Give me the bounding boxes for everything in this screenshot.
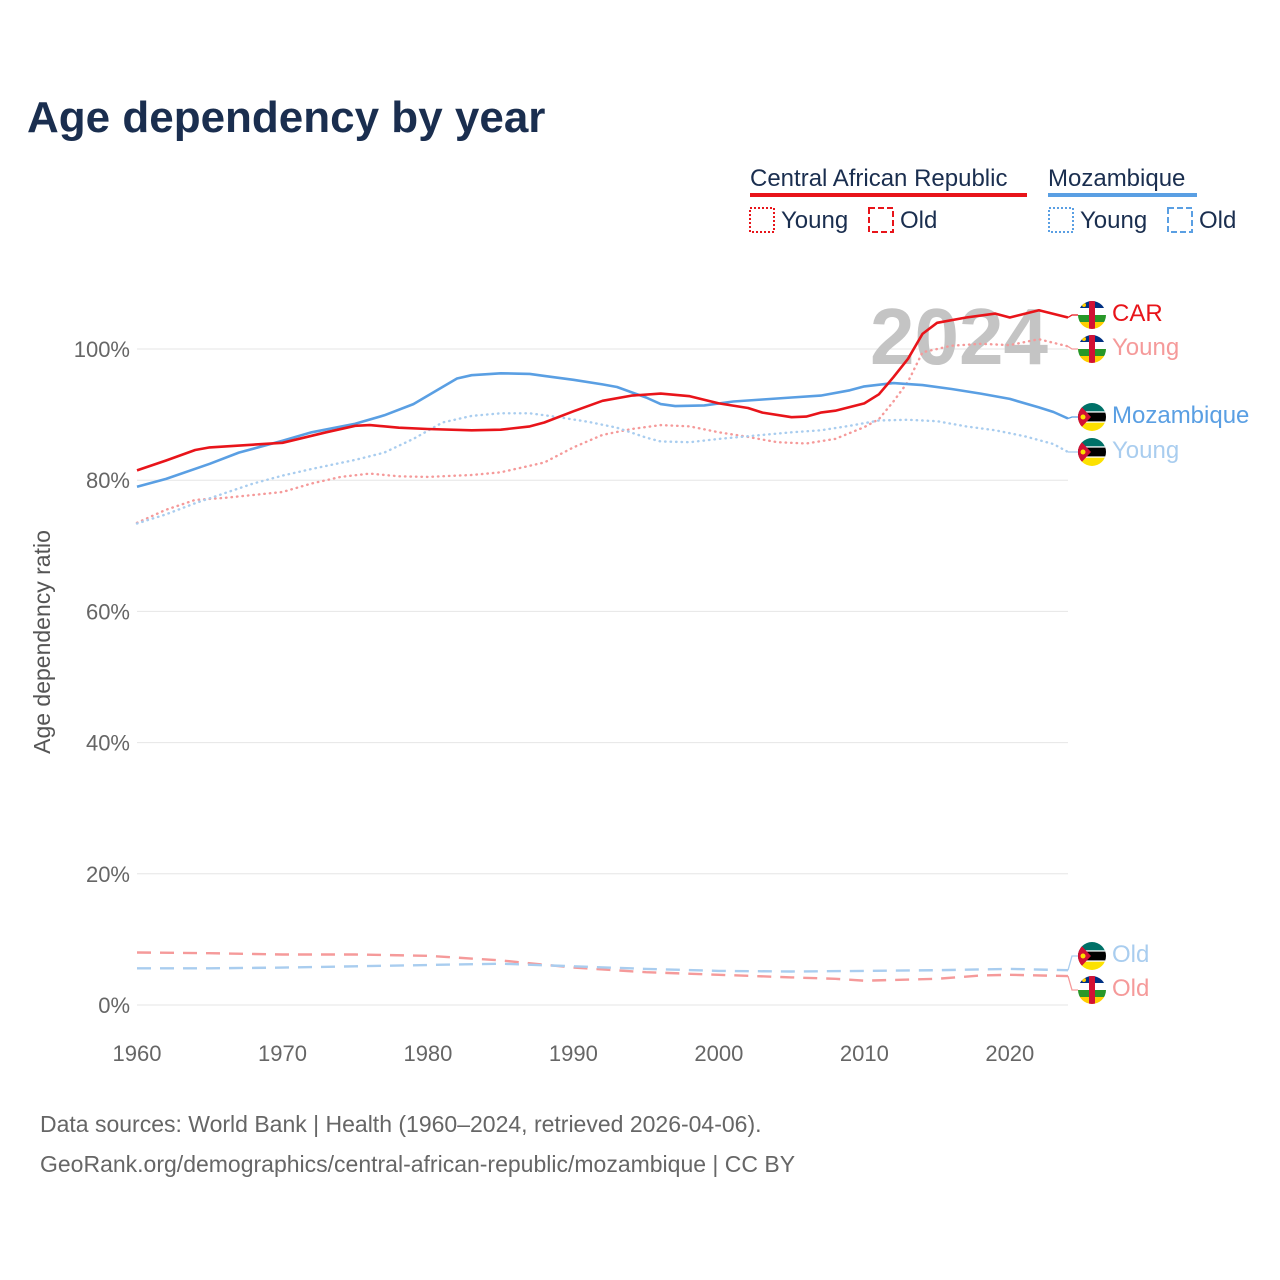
connector-moz-total [1067, 416, 1080, 420]
connector-car-old [1067, 975, 1080, 991]
x-axis-ticks: 1960 1970 1980 1990 2000 2010 2020 [113, 1041, 1035, 1066]
legend-moz-young-swatch [1048, 207, 1074, 233]
source-line-1: Data sources: World Bank | Health (1960–… [40, 1111, 762, 1137]
legend-moz-name: Mozambique [1048, 165, 1185, 192]
legend-car-name: Central African Republic [750, 165, 1007, 192]
series-line-moz-young [135, 412, 1070, 525]
y-axis-label: Age dependency ratio [29, 530, 55, 754]
x-tick-label: 1980 [403, 1041, 452, 1066]
y-axis-ticks: 0% 20% 40% 60% 80% 100% [74, 337, 130, 1018]
central-african-republic-flag-icon [1078, 301, 1106, 329]
end-label-car-young-text: Young [1112, 334, 1179, 361]
legend-moz-old-label: Old [1199, 207, 1236, 234]
series-line-car-total [136, 309, 1069, 472]
central-african-republic-flag-icon [1078, 335, 1106, 363]
legend-car-young-swatch [749, 207, 775, 233]
mozambique-flag-icon [1078, 438, 1106, 466]
x-tick-label: 1970 [258, 1041, 307, 1066]
y-tick-label: 40% [86, 731, 130, 756]
mozambique-flag-icon [1078, 942, 1106, 970]
legend-car-old-swatch [868, 207, 894, 233]
legend-moz-old-swatch [1167, 207, 1193, 233]
end-label-car-total: CAR [1078, 300, 1163, 329]
end-label-connectors [1067, 314, 1080, 991]
end-label-moz-old-text: Old [1112, 941, 1149, 968]
central-african-republic-flag-icon [1078, 976, 1106, 1004]
end-label-moz-total-text: Mozambique [1112, 402, 1249, 429]
end-labels: CAR Young Mozambique Young Old Old [1078, 300, 1249, 1004]
end-label-car-old-text: Old [1112, 975, 1149, 1002]
end-label-moz-young-text: Young [1112, 437, 1179, 464]
end-label-moz-young: Young [1078, 437, 1179, 466]
series-line-moz-total [136, 372, 1069, 489]
series-line-moz-old [137, 962, 1069, 973]
connector-moz-old [1067, 955, 1080, 971]
legend-car-old-label: Old [900, 207, 937, 234]
x-tick-label: 1990 [549, 1041, 598, 1066]
chart-title: Age dependency by year [27, 93, 545, 142]
end-label-moz-total: Mozambique [1078, 402, 1249, 431]
legend-moz-young-label: Young [1080, 207, 1147, 234]
y-tick-label: 100% [74, 337, 130, 362]
gridlines [137, 348, 1068, 1006]
x-tick-label: 1960 [113, 1041, 162, 1066]
connector-car-young [1067, 345, 1080, 350]
end-label-car-old: Old [1078, 975, 1149, 1004]
x-tick-label: 2000 [694, 1041, 743, 1066]
series-lines [135, 309, 1070, 982]
end-label-car-young: Young [1078, 334, 1179, 363]
mozambique-flag-icon [1078, 403, 1106, 431]
legend: Central African Republic Young Old Mozam… [749, 165, 1236, 234]
connector-car-total [1067, 314, 1080, 319]
legend-car-young-label: Young [781, 207, 848, 234]
y-tick-label: 0% [98, 993, 130, 1018]
y-tick-label: 20% [86, 862, 130, 887]
y-tick-label: 60% [86, 599, 130, 624]
y-tick-label: 80% [86, 468, 130, 493]
x-tick-label: 2010 [840, 1041, 889, 1066]
x-tick-label: 2020 [985, 1041, 1034, 1066]
end-label-moz-old: Old [1078, 941, 1149, 970]
year-watermark: 2024 [870, 292, 1048, 381]
end-label-car-total-text: CAR [1112, 300, 1163, 327]
series-line-car-young [135, 338, 1070, 524]
source-line-2: GeoRank.org/demographics/central-african… [40, 1151, 795, 1177]
